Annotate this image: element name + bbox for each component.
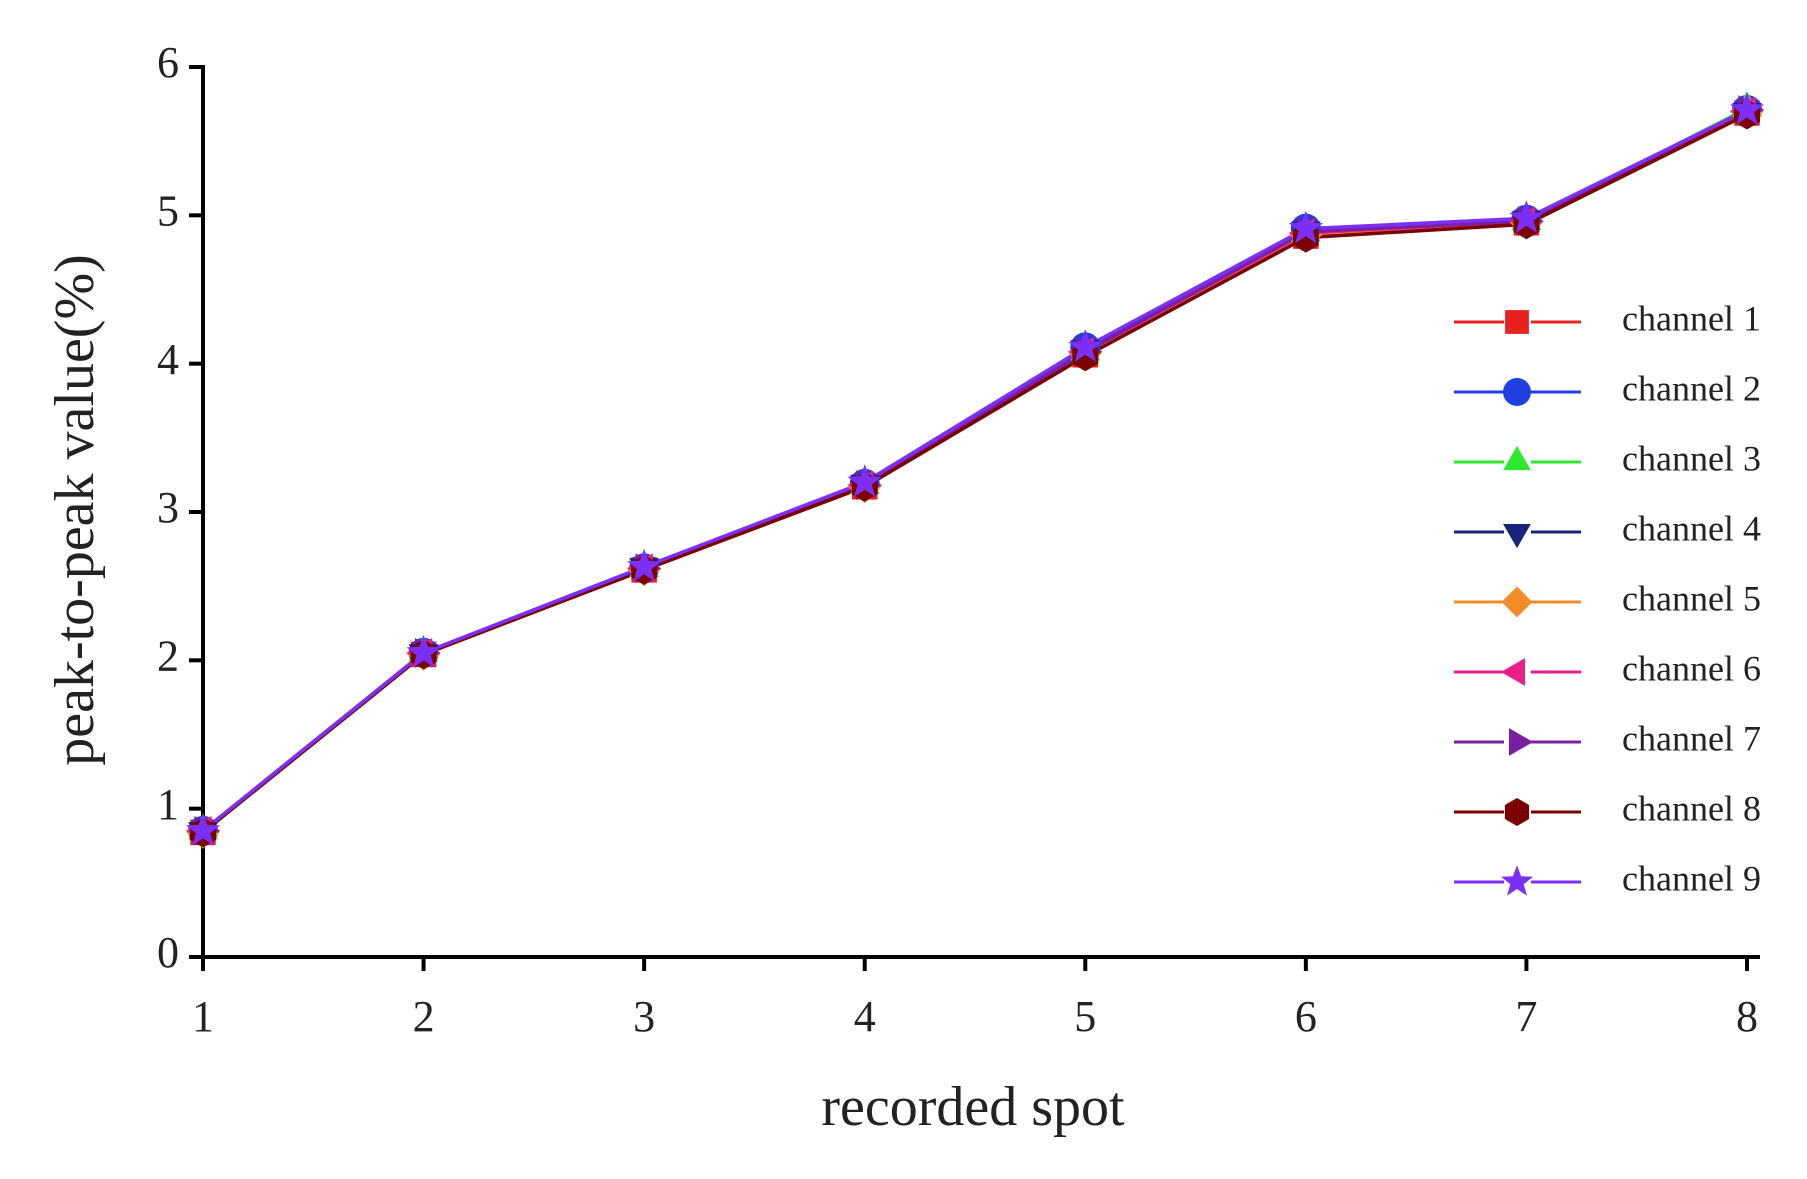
legend-label: channel 5 [1622,578,1761,618]
legend-label: channel 8 [1622,788,1761,828]
y-tick-label: 6 [157,38,179,87]
legend-label: channel 4 [1622,508,1761,548]
x-tick-label: 3 [633,992,655,1041]
y-tick-label: 0 [157,928,179,977]
legend-marker [1501,865,1533,896]
legend-label: channel 9 [1622,858,1761,898]
x-tick-label: 7 [1515,992,1537,1041]
y-tick-label: 1 [157,780,179,829]
y-tick-label: 5 [157,186,179,235]
x-tick-label: 5 [1074,992,1096,1041]
x-tick-label: 2 [413,992,435,1041]
x-axis-title: recorded spot [821,1076,1125,1138]
marker [1509,200,1544,233]
legend-label: channel 6 [1622,648,1761,688]
marker [1729,92,1765,125]
x-tick-label: 4 [854,992,876,1041]
legend-marker [1505,310,1529,334]
legend-label: channel 2 [1622,368,1761,408]
legend-label: channel 1 [1622,298,1761,338]
x-tick-label: 8 [1736,992,1758,1041]
legend-marker [1503,445,1531,471]
legend-marker [1504,798,1530,826]
legend: channel 1 channel 2 channel 3 channel 4 chan… [1454,298,1761,898]
y-tick-label: 4 [157,335,179,384]
marker [1068,329,1103,362]
legend-label: channel 7 [1622,718,1761,758]
legend-marker [1503,378,1531,406]
marker [185,812,221,846]
y-tick-label: 2 [157,631,179,680]
y-axis-title: peak-to-peak value(%) [44,254,106,766]
y-tick-label: 3 [157,483,179,532]
marker [847,464,882,497]
marker [627,548,662,582]
x-tick-label: 1 [192,992,214,1041]
legend-label: channel 3 [1622,438,1761,478]
legend-marker [1503,524,1531,549]
marker [406,634,441,668]
legend-marker [1501,586,1533,618]
x-tick-label: 6 [1295,992,1317,1041]
marker [1288,210,1323,244]
legend-marker [1500,658,1525,686]
series-line [201,108,1748,833]
legend-marker [1509,728,1534,756]
